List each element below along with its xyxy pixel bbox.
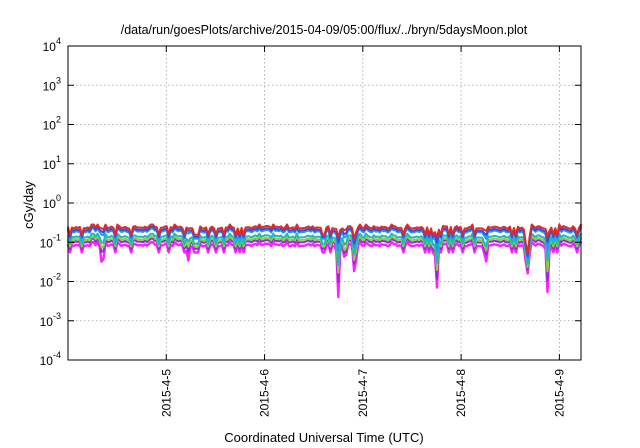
y-tick-label: 100 bbox=[43, 193, 61, 211]
series-group bbox=[66, 223, 583, 299]
x-tick-label: 2015-4-9 bbox=[552, 369, 566, 417]
series-line-1 bbox=[67, 223, 582, 255]
x-tick-label: 2015-4-7 bbox=[356, 369, 370, 417]
ticks: 10-4 10-3 10-2 10-1 100 101 102 103 104 2015-4-5 2… bbox=[40, 36, 581, 417]
y-tick-label: 10-2 bbox=[40, 272, 61, 290]
series-line-6 bbox=[67, 237, 582, 283]
series-line-2 bbox=[67, 225, 582, 258]
x-tick-label: 2015-4-6 bbox=[258, 369, 272, 417]
y-tick-label: 10-1 bbox=[40, 232, 61, 250]
y-axis-label: cGy/day bbox=[21, 181, 36, 229]
y-tick-label: 103 bbox=[43, 75, 61, 93]
y-tick-label: 102 bbox=[43, 115, 61, 133]
series-line-4 bbox=[67, 232, 582, 267]
series-line-7 bbox=[66, 240, 583, 299]
y-tick-label: 104 bbox=[43, 36, 61, 54]
series-line-3 bbox=[67, 227, 582, 260]
x-tick-label: 2015-4-8 bbox=[454, 369, 468, 417]
y-tick-label: 101 bbox=[43, 154, 61, 172]
series-line-5 bbox=[67, 235, 582, 274]
x-axis-label: Coordinated Universal Time (UTC) bbox=[224, 430, 423, 445]
y-tick-label: 10-3 bbox=[40, 311, 61, 329]
y-tick-label: 10-4 bbox=[40, 350, 61, 368]
x-tick-label: 2015-4-5 bbox=[159, 369, 173, 417]
chart-title: /data/run/goesPlots/archive/2015-04-09/0… bbox=[121, 23, 528, 37]
grid bbox=[68, 46, 581, 360]
